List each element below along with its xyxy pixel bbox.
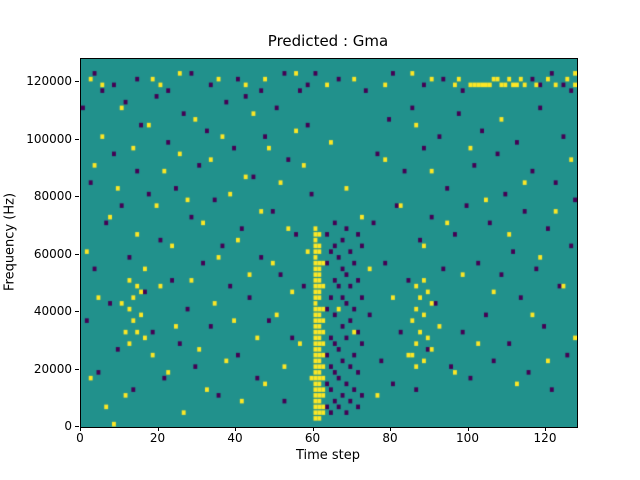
y-tick-label: 120000 (26, 74, 72, 88)
y-tick-mark (75, 368, 79, 370)
y-tick-mark (75, 138, 79, 140)
y-tick-mark (75, 426, 79, 427)
x-tick-mark (235, 427, 236, 431)
x-tick-label: 40 (227, 431, 243, 445)
plot-area (80, 58, 578, 428)
chart-title: Predicted : Gma (267, 32, 389, 50)
y-axis-label: Frequency (Hz) (2, 192, 18, 292)
x-tick-mark (312, 427, 314, 431)
y-tick-mark (75, 81, 79, 82)
x-tick-mark (467, 427, 469, 431)
x-tick-mark (545, 427, 546, 431)
y-tick-mark (75, 196, 79, 197)
x-tick-label: 100 (456, 431, 479, 445)
x-tick-label: 0 (76, 431, 84, 445)
x-tick-label: 20 (149, 431, 166, 445)
x-axis-label: Time step (295, 448, 361, 463)
y-tick-mark (75, 253, 79, 255)
y-tick-label: 80000 (33, 189, 72, 203)
x-tick-mark (80, 427, 81, 431)
y-tick-label: 100000 (26, 131, 72, 146)
x-tick-label: 80 (382, 431, 398, 445)
x-tick-label: 60 (304, 431, 321, 445)
heatmap-canvas (81, 59, 577, 427)
y-tick-label: 40000 (33, 304, 72, 318)
x-tick-label: 120 (533, 431, 557, 445)
y-tick-label: 20000 (33, 361, 72, 376)
x-tick-mark (157, 427, 159, 431)
y-tick-label: 60000 (33, 246, 72, 261)
y-tick-mark (75, 311, 79, 312)
y-tick-label: 0 (64, 419, 72, 433)
x-tick-mark (390, 427, 391, 431)
